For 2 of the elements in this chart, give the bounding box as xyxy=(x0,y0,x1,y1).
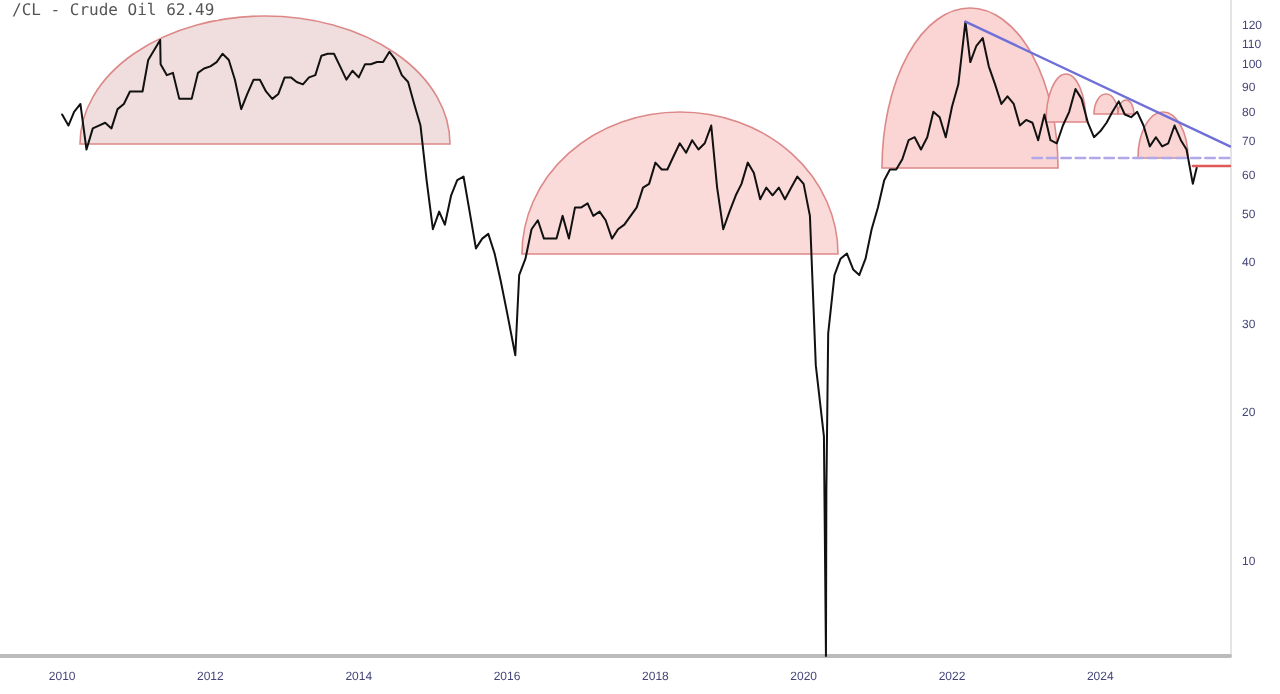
line-series xyxy=(61,20,1198,657)
chart-title: /CL - Crude Oil 62.49 xyxy=(12,1,215,19)
